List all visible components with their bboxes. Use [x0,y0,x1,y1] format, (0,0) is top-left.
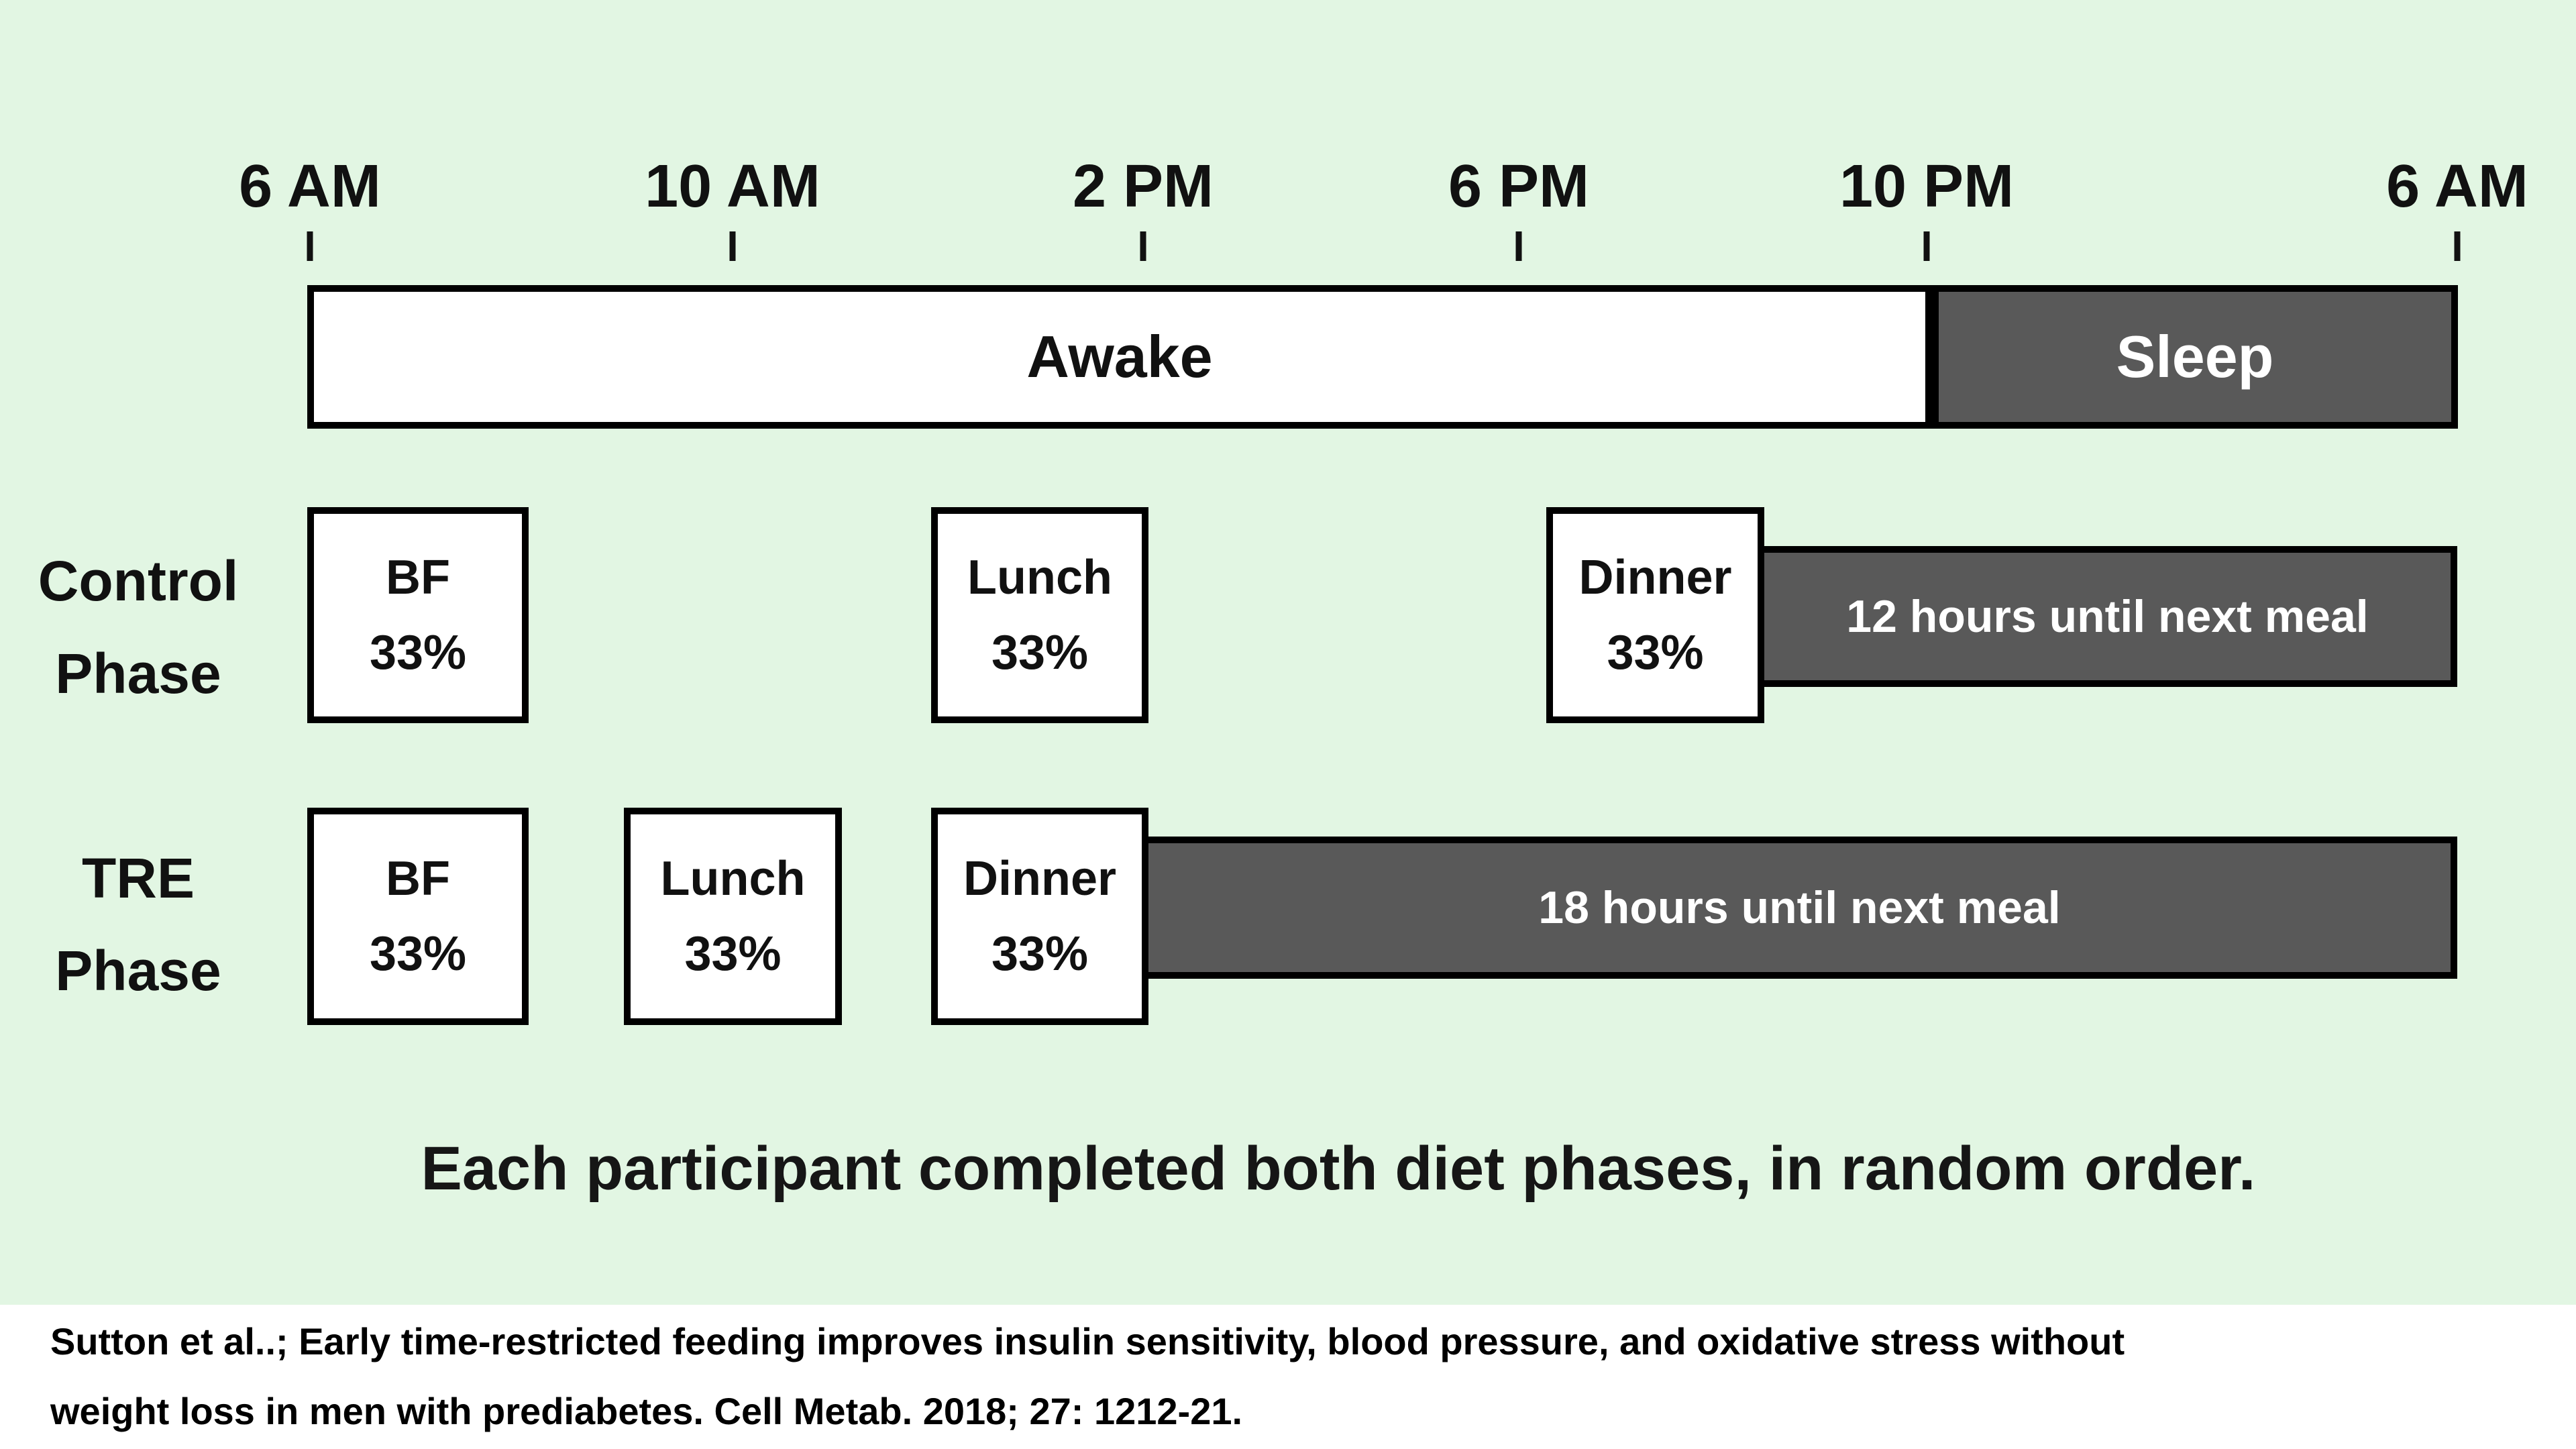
tre-phase-label-line1: TRE [82,847,195,910]
control-dinner-box: Dinner 33% [1546,507,1764,723]
tick-6pm [1515,231,1522,261]
time-label-10am: 10 AM [645,153,820,220]
meal-portion: 33% [991,626,1089,680]
time-label-6am: 6 AM [239,153,381,220]
meal-portion: 33% [369,626,467,680]
meal-portion: 33% [684,927,782,981]
tick-6am [307,231,313,261]
meal-portion: 33% [991,927,1089,981]
control-phase-label: Control Phase [0,535,276,720]
meal-name: Lunch [660,852,806,906]
meal-name: Dinner [1578,551,1732,604]
tick-10pm [1923,231,1930,261]
tre-fasting-bar: 18 hours until next meal [1142,837,2457,979]
citation: Sutton et al..; Early time-restricted fe… [50,1307,2532,1446]
time-label-2pm: 2 PM [1072,153,1214,220]
time-label-6am-next: 6 AM [2386,153,2528,220]
awake-label: Awake [1026,323,1213,390]
time-label-10pm: 10 PM [1839,153,2015,220]
tick-6am-next [2454,231,2461,261]
tre-phase-label-line2: Phase [55,939,221,1002]
sleep-label: Sleep [2116,323,2274,390]
tre-breakfast-box: BF 33% [307,808,529,1025]
citation-line2: weight loss in men with prediabetes. Cel… [50,1390,1243,1432]
tre-phase-label: TRE Phase [0,832,276,1017]
tre-fasting-label: 18 hours until next meal [1538,882,2061,933]
meal-name: Dinner [963,852,1117,906]
control-phase-label-line2: Phase [55,642,221,705]
caption-text: Each participant completed both diet pha… [421,1134,2256,1203]
time-label-6pm: 6 PM [1448,153,1590,220]
awake-bar: Awake [307,285,1932,429]
control-fasting-bar: 12 hours until next meal [1758,546,2457,687]
meal-name: BF [386,852,450,906]
meal-name: Lunch [967,551,1112,604]
meal-portion: 33% [369,927,467,981]
meal-portion: 33% [1607,626,1704,680]
control-lunch-box: Lunch 33% [931,507,1148,723]
control-fasting-label: 12 hours until next meal [1846,591,2369,642]
tre-dinner-box: Dinner 33% [931,808,1148,1025]
tre-lunch-box: Lunch 33% [624,808,842,1025]
tick-2pm [1140,231,1146,261]
control-breakfast-box: BF 33% [307,507,529,723]
control-phase-label-line1: Control [38,549,239,612]
citation-line1: Sutton et al..; Early time-restricted fe… [50,1320,2125,1362]
tick-10am [729,231,736,261]
meal-name: BF [386,551,450,604]
sleep-bar: Sleep [1932,285,2458,429]
